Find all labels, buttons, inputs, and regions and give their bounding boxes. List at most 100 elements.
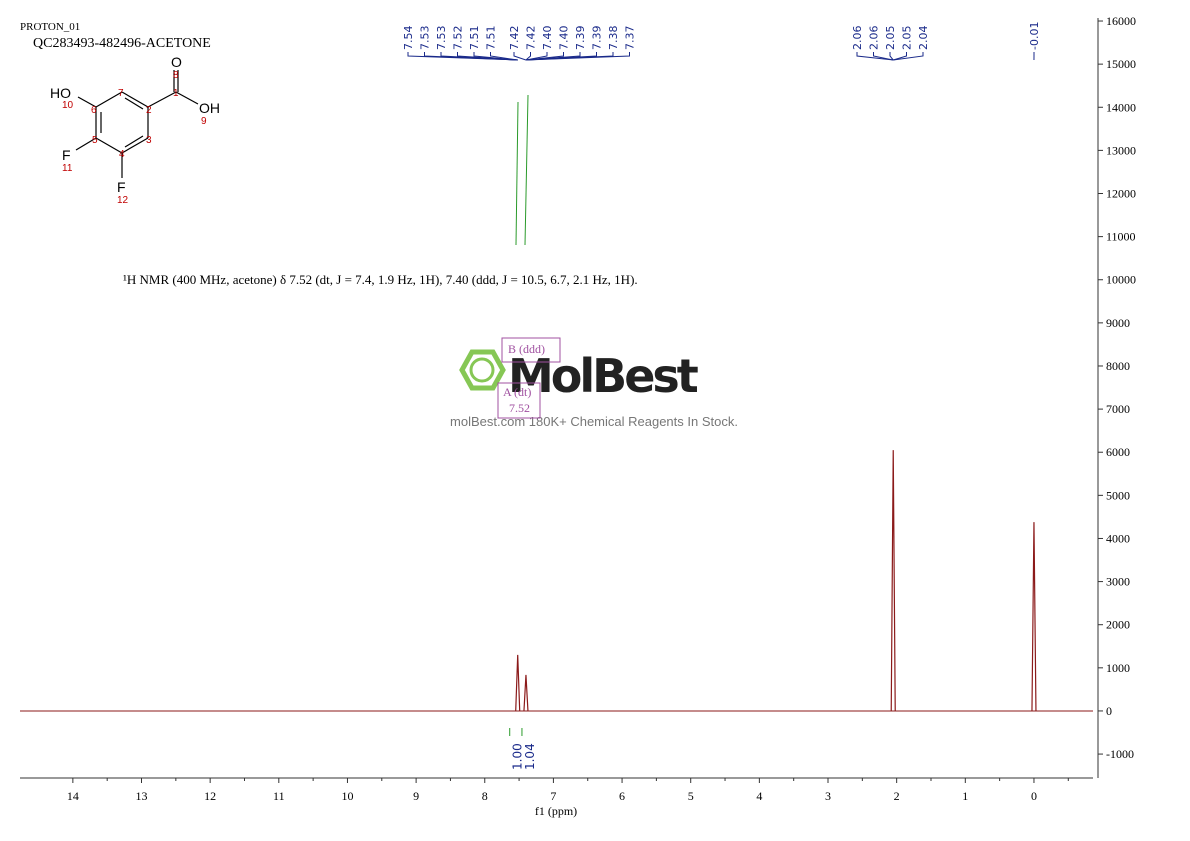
- x-tick-label: 6: [619, 789, 625, 803]
- atom: O: [171, 54, 182, 70]
- atom-number: 7: [118, 88, 124, 99]
- peak: [523, 674, 529, 711]
- x-tick-label: 12: [204, 789, 216, 803]
- multiplet-label: B (ddd): [508, 342, 545, 356]
- label-leader: [525, 52, 630, 61]
- peak: [1031, 522, 1037, 711]
- peak-label: 2.06: [868, 26, 881, 51]
- x-tick-label: 7: [550, 789, 556, 803]
- x-tick-label: 0: [1031, 789, 1037, 803]
- peak-label: 2.06: [851, 26, 864, 51]
- label-leader: [893, 52, 907, 61]
- y-tick-label: 12000: [1106, 187, 1136, 201]
- x-tick-label: 9: [413, 789, 419, 803]
- y-tick-label: -1000: [1106, 747, 1134, 761]
- peak-label: 7.40: [541, 26, 554, 51]
- x-tick-label: 1: [962, 789, 968, 803]
- y-tick-label: 4000: [1106, 531, 1130, 545]
- label-leader: [856, 52, 894, 61]
- atom-number: 6: [91, 105, 97, 116]
- atom: OH: [199, 100, 220, 116]
- atom-number: 1: [173, 88, 179, 99]
- label-leader: [873, 52, 894, 61]
- y-tick-label: 15000: [1106, 57, 1136, 71]
- peak-label: 7.54: [402, 26, 415, 51]
- label-leader: [513, 52, 527, 61]
- peak-label: 7.51: [485, 26, 498, 51]
- label-leader: [473, 52, 518, 61]
- atom-number: 12: [117, 195, 129, 206]
- peak-label: 7.38: [607, 26, 620, 51]
- peak-label: 7.39: [574, 26, 587, 51]
- x-tick-label: 11: [273, 789, 285, 803]
- y-tick-label: 9000: [1106, 316, 1130, 330]
- multiplet-box: [501, 337, 561, 363]
- peak-label: 7.53: [419, 26, 432, 51]
- x-tick-label: 5: [688, 789, 694, 803]
- x-tick-label: 4: [756, 789, 762, 803]
- atom-number: 8: [173, 70, 179, 81]
- label-leader: [490, 52, 518, 61]
- peak-label: 7.51: [468, 26, 481, 51]
- peak-label: 7.42: [508, 26, 521, 51]
- multiplet-box: [497, 382, 541, 419]
- integral-label: 1.00: [511, 743, 525, 770]
- label-leader: [525, 52, 531, 61]
- integral-curve: [515, 101, 519, 246]
- peak-label: 2.05: [884, 26, 897, 51]
- peak-label: 7.53: [435, 26, 448, 51]
- y-tick-label: 16000: [1106, 14, 1136, 28]
- atom-number: 11: [62, 163, 73, 174]
- y-tick-label: 0: [1106, 704, 1112, 718]
- atom-number: 4: [119, 149, 125, 160]
- peak-label: 7.39: [591, 26, 604, 51]
- y-tick-label: 13000: [1106, 143, 1136, 157]
- label-leader: [889, 52, 894, 61]
- integral-curve: [524, 94, 529, 246]
- peak-label: -0.01: [1028, 22, 1041, 50]
- peak-label: 7.42: [525, 26, 538, 51]
- x-tick-label: 2: [894, 789, 900, 803]
- y-tick-label: 7000: [1106, 402, 1130, 416]
- y-tick-label: 11000: [1106, 230, 1136, 244]
- x-tick-label: 13: [136, 789, 148, 803]
- structure: [75, 70, 199, 178]
- x-tick-label: 8: [482, 789, 488, 803]
- experiment: PROTON_01: [20, 21, 80, 33]
- y-tick-label: 2000: [1106, 618, 1130, 632]
- peak-label: 7.37: [624, 26, 637, 51]
- description: ¹H NMR (400 MHz, acetone) δ 7.52 (dt, J …: [123, 272, 638, 287]
- x-axis-label: f1 (ppm): [535, 804, 577, 818]
- label-leader: [457, 52, 518, 61]
- atom: F: [117, 179, 126, 195]
- y-tick-label: 5000: [1106, 488, 1130, 502]
- peak: [515, 654, 521, 711]
- multiplet-label: A (dt): [503, 385, 531, 399]
- y-tick-label: 8000: [1106, 359, 1130, 373]
- peak-label: 2.05: [901, 26, 914, 51]
- atom-number: 9: [201, 116, 207, 127]
- y-tick-label: 6000: [1106, 445, 1130, 459]
- atom-number: 10: [62, 100, 74, 111]
- x-tick-label: 3: [825, 789, 831, 803]
- sample: QC283493-482496-ACETONE: [33, 36, 211, 51]
- y-tick-label: 1000: [1106, 661, 1130, 675]
- watermark-tagline: molBest.com 180K+ Chemical Reagents In S…: [450, 414, 738, 429]
- peak-label: 2.04: [917, 26, 930, 51]
- peak-label: 7.40: [558, 26, 571, 51]
- watermark-brand: MolBest: [508, 349, 698, 403]
- y-tick-label: 3000: [1106, 575, 1130, 589]
- y-tick-label: 10000: [1106, 273, 1136, 287]
- atom-number: 2: [146, 105, 152, 116]
- multiplet-label: 7.52: [509, 401, 530, 415]
- peak: [890, 450, 896, 711]
- label-leader: [525, 52, 548, 61]
- x-tick-label: 14: [67, 789, 79, 803]
- integral-label: 1.04: [523, 743, 537, 770]
- atom: HO: [50, 85, 71, 101]
- watermark: [459, 349, 506, 391]
- atom-number: 3: [146, 135, 152, 146]
- peak-label: 7.52: [452, 26, 465, 51]
- x-tick-label: 10: [341, 789, 353, 803]
